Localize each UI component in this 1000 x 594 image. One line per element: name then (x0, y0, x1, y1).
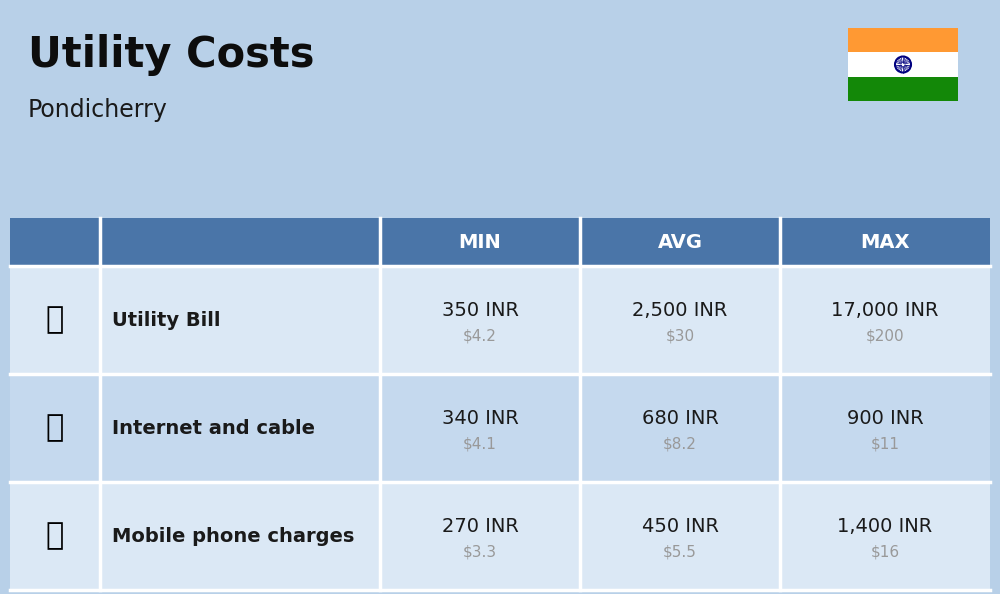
Bar (848, 52, 958, 77)
Text: $4.2: $4.2 (463, 328, 497, 343)
Text: 17,000 INR: 17,000 INR (831, 301, 939, 320)
Text: $4.1: $4.1 (463, 437, 497, 451)
Text: 450 INR: 450 INR (642, 517, 718, 536)
Text: 📱: 📱 (46, 522, 64, 551)
Text: Utility Bill: Utility Bill (112, 311, 220, 330)
Text: $5.5: $5.5 (663, 545, 697, 560)
Text: 270 INR: 270 INR (442, 517, 518, 536)
Text: AVG: AVG (658, 232, 702, 251)
Text: $16: $16 (870, 545, 900, 560)
Text: Utility Costs: Utility Costs (28, 34, 314, 76)
Text: 680 INR: 680 INR (642, 409, 718, 428)
Text: 340 INR: 340 INR (442, 409, 518, 428)
Text: 🔌: 🔌 (46, 305, 64, 334)
Bar (10, 482, 990, 590)
Bar (10, 218, 990, 266)
Text: 350 INR: 350 INR (442, 301, 518, 320)
Text: $200: $200 (866, 328, 904, 343)
Text: $11: $11 (870, 437, 900, 451)
Bar (10, 266, 990, 374)
Text: $3.3: $3.3 (463, 545, 497, 560)
Text: 📡: 📡 (46, 413, 64, 443)
Text: Internet and cable: Internet and cable (112, 419, 315, 438)
Text: 1,400 INR: 1,400 INR (837, 517, 933, 536)
Text: 2,500 INR: 2,500 INR (632, 301, 728, 320)
Bar (10, 374, 990, 482)
Text: Mobile phone charges: Mobile phone charges (112, 526, 354, 545)
Bar (848, 77, 958, 101)
Text: $30: $30 (665, 328, 695, 343)
Text: Pondicherry: Pondicherry (28, 98, 168, 122)
Text: MIN: MIN (459, 232, 501, 251)
Text: $8.2: $8.2 (663, 437, 697, 451)
Text: MAX: MAX (860, 232, 910, 251)
Bar (848, 28, 958, 52)
Text: 900 INR: 900 INR (847, 409, 923, 428)
